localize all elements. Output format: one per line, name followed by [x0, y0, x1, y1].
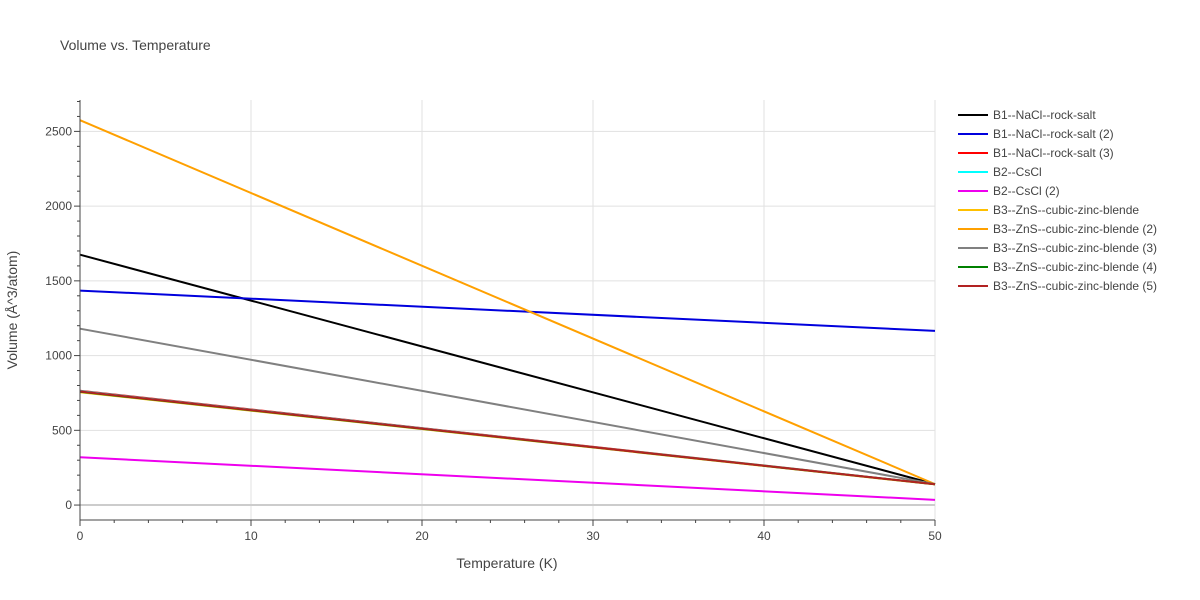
y-axis-title: Volume (Å^3/atom): [4, 251, 20, 370]
legend-item[interactable]: B1--NaCl--rock-salt (2): [958, 127, 1114, 141]
legend-item[interactable]: B3--ZnS--cubic-zinc-blende (4): [958, 260, 1157, 274]
x-tick-label: 10: [244, 529, 258, 543]
x-axis-title: Temperature (K): [456, 555, 557, 571]
x-tick-label: 40: [757, 529, 771, 543]
series-line: [79, 456, 936, 501]
x-tick-label: 20: [415, 529, 429, 543]
legend[interactable]: B1--NaCl--rock-salt B1--NaCl--rock-salt (…: [958, 108, 1157, 293]
x-tick-label: 30: [586, 529, 600, 543]
y-tick-label: 2500: [45, 124, 72, 138]
legend-item[interactable]: B3--ZnS--cubic-zinc-blende (2): [958, 222, 1157, 236]
axes: [74, 100, 936, 526]
series-line: [79, 390, 936, 486]
legend-item[interactable]: B1--NaCl--rock-salt: [958, 108, 1096, 122]
legend-label: B3--ZnS--cubic-zinc-blende (2): [993, 222, 1157, 236]
legend-label: B2--CsCl: [993, 165, 1042, 179]
series-lines: [79, 119, 936, 501]
series-line: [79, 119, 936, 486]
chart-title: Volume vs. Temperature: [60, 37, 211, 53]
legend-item[interactable]: B3--ZnS--cubic-zinc-blende: [958, 203, 1139, 217]
x-tick-label: 0: [77, 529, 84, 543]
y-tick-label: 1500: [45, 274, 72, 288]
series-line: [79, 253, 936, 486]
series-line: [79, 327, 936, 486]
legend-item[interactable]: B3--ZnS--cubic-zinc-blende (3): [958, 241, 1157, 255]
legend-label: B3--ZnS--cubic-zinc-blende (3): [993, 241, 1157, 255]
x-tick-label: 50: [928, 529, 942, 543]
y-tick-label: 2000: [45, 199, 72, 213]
legend-label: B3--ZnS--cubic-zinc-blende: [993, 203, 1139, 217]
legend-label: B1--NaCl--rock-salt (2): [993, 127, 1114, 141]
y-tick-label: 0: [65, 498, 72, 512]
legend-item[interactable]: B1--NaCl--rock-salt (3): [958, 146, 1114, 160]
legend-label: B3--ZnS--cubic-zinc-blende (5): [993, 279, 1157, 293]
series-line: [79, 289, 936, 332]
y-tick-label: 1000: [45, 349, 72, 363]
legend-item[interactable]: B3--ZnS--cubic-zinc-blende (5): [958, 279, 1157, 293]
legend-label: B1--NaCl--rock-salt (3): [993, 146, 1114, 160]
grid: [80, 100, 936, 520]
legend-item[interactable]: B2--CsCl (2): [958, 184, 1060, 198]
y-tick-label: 500: [52, 423, 72, 437]
legend-label: B3--ZnS--cubic-zinc-blende (4): [993, 260, 1157, 274]
legend-label: B2--CsCl (2): [993, 184, 1060, 198]
legend-label: B1--NaCl--rock-salt: [993, 108, 1096, 122]
legend-item[interactable]: B2--CsCl: [958, 165, 1042, 179]
